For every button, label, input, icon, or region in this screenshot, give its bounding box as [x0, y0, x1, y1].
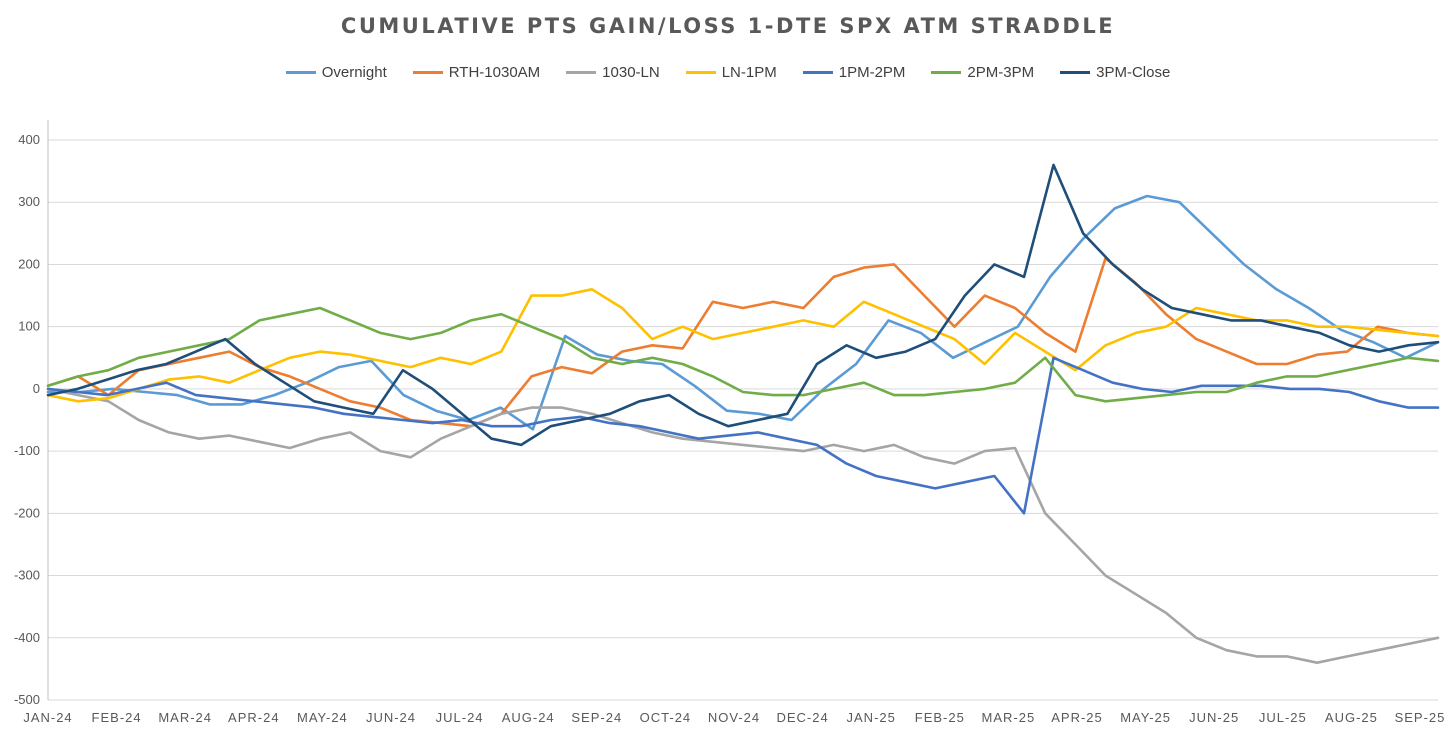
- legend-swatch: [802, 71, 833, 74]
- legend-swatch: [685, 71, 716, 74]
- legend-item: RTH-1030AM: [412, 64, 541, 81]
- x-tick-label: NOV-24: [708, 710, 760, 725]
- legend: Overnight RTH-1030AM 1030-LN LN-1PM 1PM-2PM 2…: [0, 64, 1456, 81]
- legend-swatch: [412, 71, 443, 74]
- y-tick-label: 200: [18, 256, 40, 271]
- legend-label: 1030-LN: [602, 64, 660, 81]
- legend-swatch: [285, 71, 316, 74]
- x-tick-label: MAY-25: [1120, 710, 1171, 725]
- legend-label: RTH-1030AM: [448, 64, 541, 81]
- legend-item: Overnight: [285, 64, 387, 81]
- y-tick-label: 0: [33, 381, 40, 396]
- legend-item: 1PM-2PM: [802, 64, 906, 81]
- y-tick-label: 300: [18, 194, 40, 209]
- series-line-1030-ln: [46, 387, 1440, 665]
- x-tick-label: FEB-25: [915, 710, 965, 725]
- series-line-2pm-3pm: [46, 306, 1440, 403]
- legend-label: 3PM-Close: [1096, 64, 1171, 81]
- legend-label: Overnight: [321, 64, 387, 81]
- legend-item: 3PM-Close: [1060, 64, 1170, 81]
- x-tick-label: APR-25: [1051, 710, 1103, 725]
- chart-title: CUMULATIVE PTS GAIN/LOSS 1-DTE SPX ATM S…: [340, 14, 1116, 38]
- x-tick-label: OCT-24: [640, 710, 692, 725]
- legend-item: 1030-LN: [566, 64, 660, 81]
- x-tick-label: JUL-25: [1259, 710, 1307, 725]
- series-line-1pm-2pm: [46, 356, 1440, 515]
- x-tick-label: DEC-24: [776, 710, 828, 725]
- series-line-3pm-close: [46, 163, 1440, 447]
- y-tick-label: -300: [14, 568, 40, 583]
- x-tick-label: AUG-25: [1325, 710, 1378, 725]
- y-tick-label: -100: [14, 443, 40, 458]
- legend-item: 2PM-3PM: [931, 64, 1034, 81]
- y-tick-label: -400: [14, 630, 40, 645]
- x-tick-label: APR-24: [228, 710, 280, 725]
- legend-item: LN-1PM: [685, 64, 777, 81]
- x-tick-label: JAN-25: [847, 710, 896, 725]
- x-tick-label: MAR-25: [982, 710, 1036, 725]
- series-line-overnight: [46, 194, 1440, 431]
- x-tick-label: JUN-25: [1189, 710, 1239, 725]
- legend-label: 2PM-3PM: [967, 64, 1035, 81]
- x-tick-label: JAN-24: [23, 710, 72, 725]
- y-tick-label: -200: [14, 505, 40, 520]
- series-line-rth-1030am: [46, 256, 1440, 428]
- x-tick-label: JUN-24: [366, 710, 416, 725]
- legend-swatch: [566, 71, 597, 74]
- x-tick-label: JUL-24: [436, 710, 484, 725]
- legend-label: LN-1PM: [721, 64, 777, 81]
- x-tick-label: SEP-25: [1395, 710, 1446, 725]
- x-tick-label: MAR-24: [158, 710, 212, 725]
- legend-swatch: [931, 71, 962, 74]
- x-tick-label: FEB-24: [92, 710, 142, 725]
- y-tick-label: 100: [18, 319, 40, 334]
- y-tick-label: -500: [14, 692, 40, 707]
- y-tick-label: 400: [18, 132, 40, 147]
- x-tick-label: AUG-24: [502, 710, 555, 725]
- legend-label: 1PM-2PM: [838, 64, 906, 81]
- legend-swatch: [1060, 71, 1091, 74]
- series-line-ln-1pm: [46, 287, 1440, 403]
- x-tick-label: SEP-24: [571, 710, 622, 725]
- x-tick-label: MAY-24: [297, 710, 348, 725]
